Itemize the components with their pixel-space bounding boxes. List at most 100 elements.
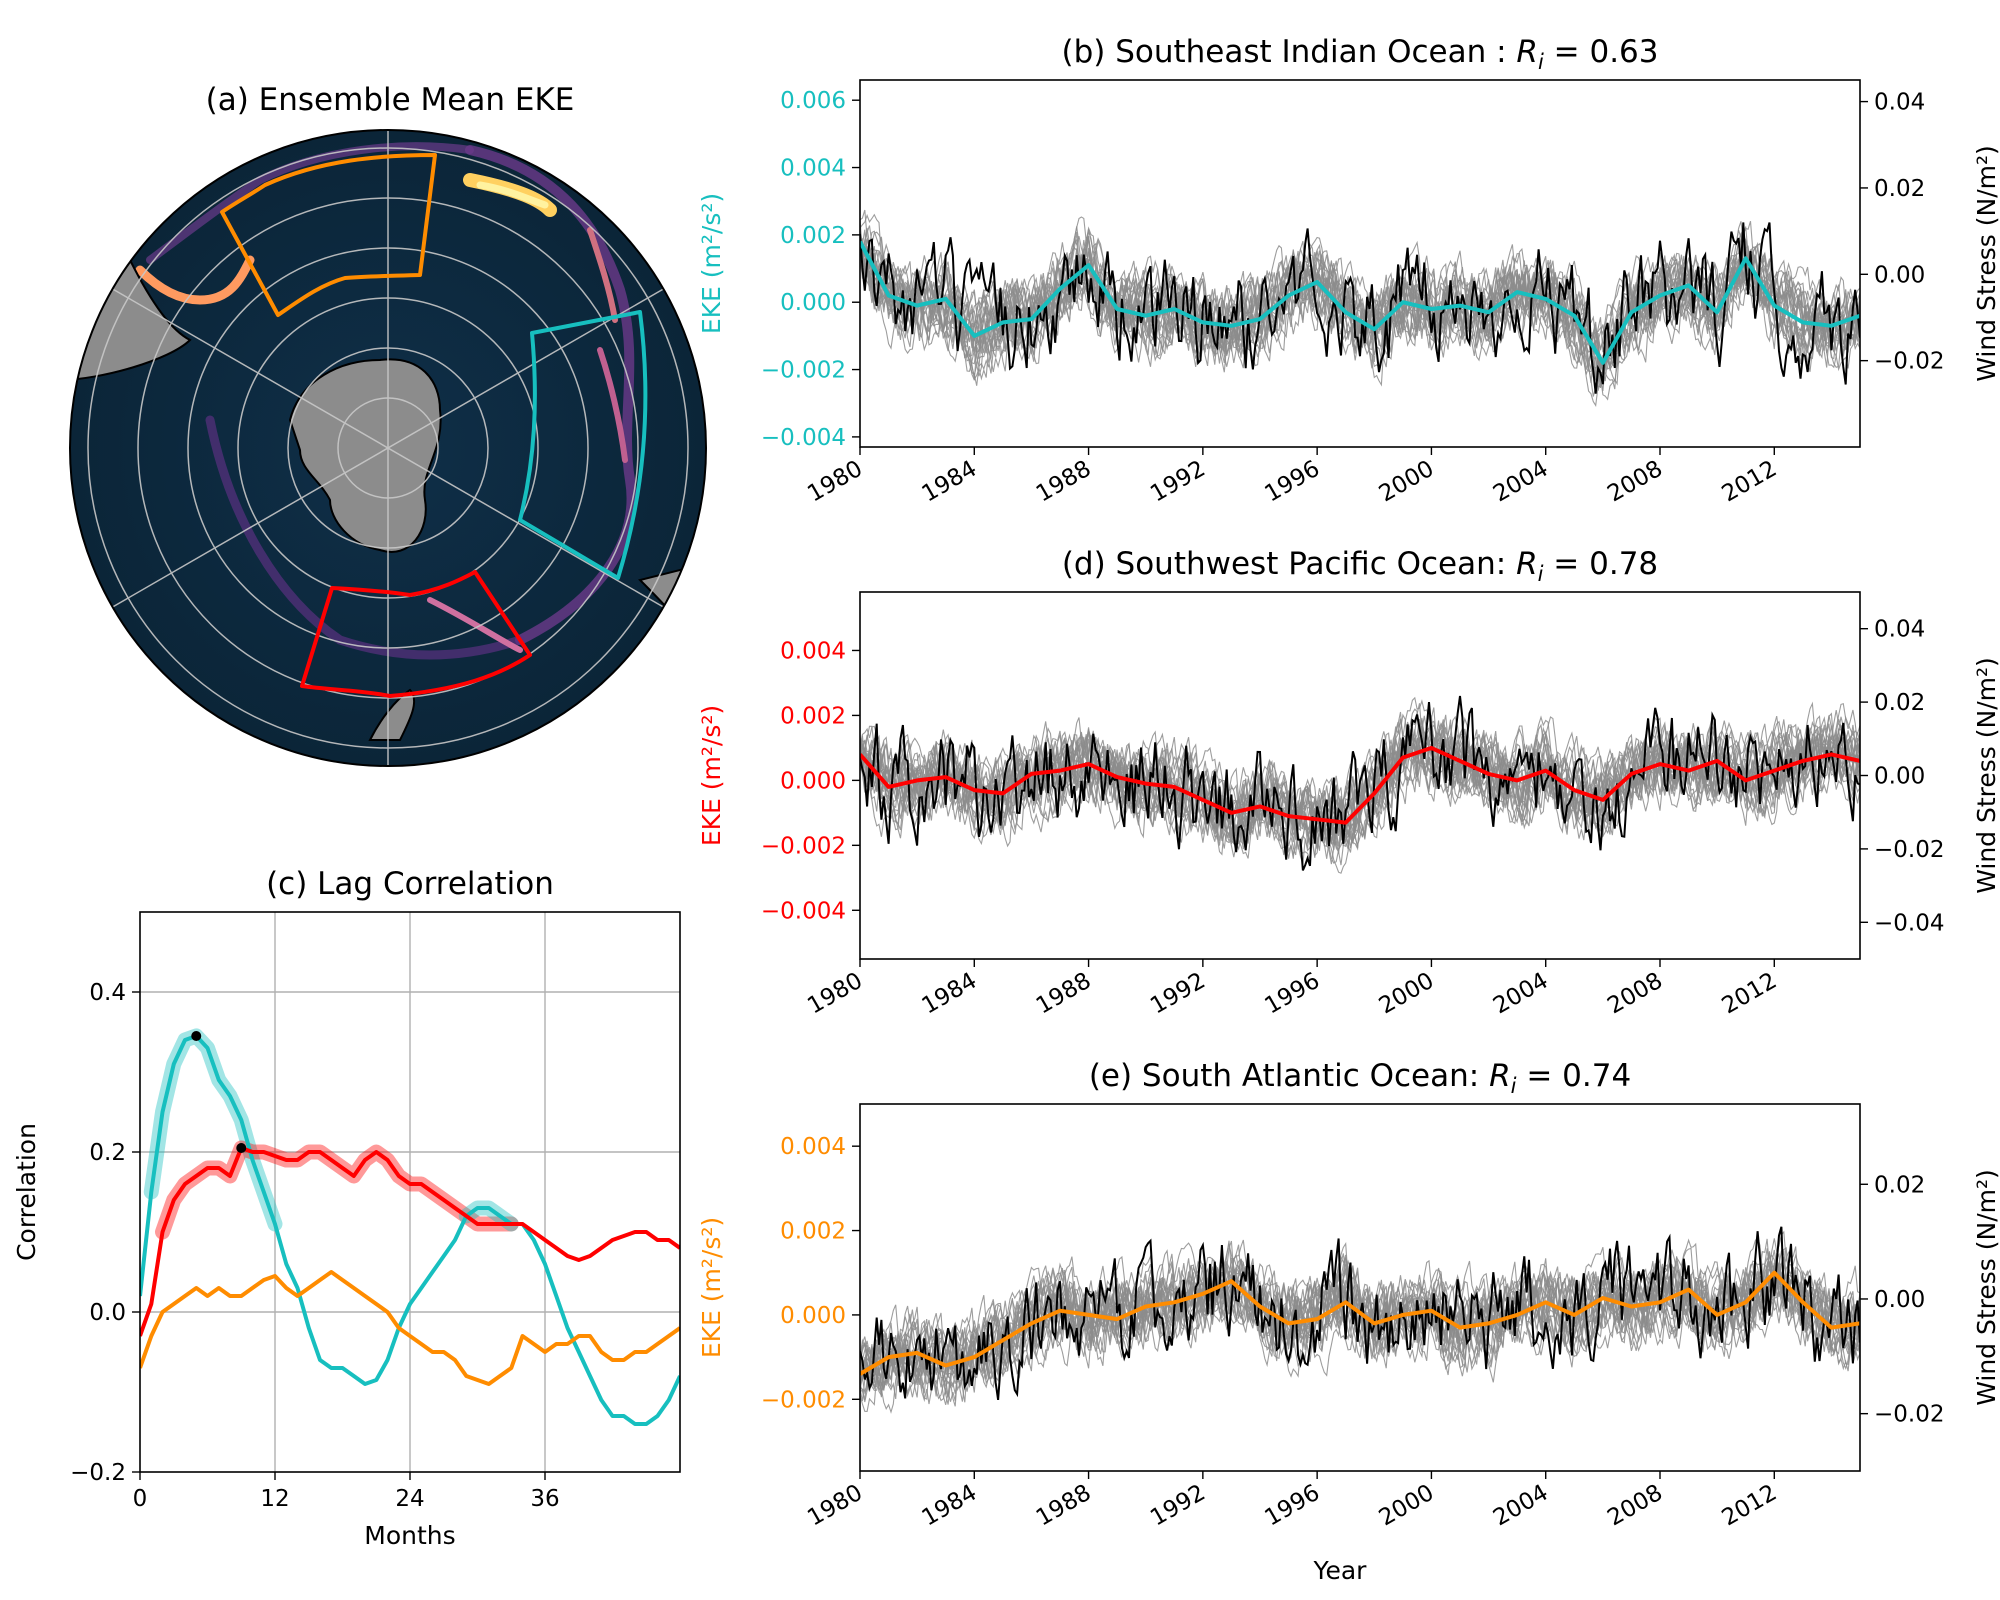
wind-stress-line <box>860 222 1860 394</box>
y-tick-label: −0.002 <box>761 833 846 859</box>
r-value: = 0.78 <box>1543 546 1658 582</box>
y-tick-label: 0.000 <box>780 1303 846 1329</box>
x-tick-label: 1988 <box>1032 968 1096 1020</box>
y-tick-label: 0.004 <box>780 156 846 182</box>
x-tick-label: 2000 <box>1375 456 1439 508</box>
r-symbol: R <box>1489 1058 1511 1094</box>
axes-frame <box>859 1103 1861 1472</box>
y-axis-label: EKE (m²/s²) <box>697 193 726 334</box>
x-tick-label: 2004 <box>1489 1480 1553 1532</box>
y-tick-label: 0.002 <box>780 1219 846 1245</box>
y-right-tick-label: 0.02 <box>1874 1172 1925 1198</box>
pacific-box <box>300 570 532 698</box>
x-tick-label: 1996 <box>1260 968 1324 1020</box>
y-tick-label: 0.4 <box>89 980 126 1006</box>
correlation-line <box>140 1270 680 1386</box>
x-tick-label: 1992 <box>1146 1480 1210 1532</box>
y-tick-label: −0.2 <box>70 1460 126 1486</box>
wind-stress-line <box>860 695 1860 871</box>
y-tick-label: 0.004 <box>780 1134 846 1160</box>
y-right-tick-label: −0.02 <box>1874 349 1944 375</box>
x-axis-label: Year <box>1313 1556 1368 1585</box>
y-right-tick-label: 0.02 <box>1874 176 1925 202</box>
x-tick-label: 2012 <box>1718 968 1782 1020</box>
panel-d-title: (d) Southwest Pacific Ocean: Ri = 0.78 <box>1062 546 1658 586</box>
y-axis-label: Correlation <box>12 1123 41 1261</box>
correlation-line <box>140 1034 680 1426</box>
r-value: = 0.63 <box>1544 34 1659 70</box>
x-tick-label: 2004 <box>1489 456 1553 508</box>
plot-area <box>860 695 1860 874</box>
map-grid <box>87 130 689 766</box>
panel-a-map: (a) Ensemble Mean EKE <box>69 82 707 767</box>
map-boundary <box>69 129 707 767</box>
y-right-tick-label: 0.02 <box>1874 690 1925 716</box>
y-right-tick-label: −0.02 <box>1874 837 1944 863</box>
y-tick-label: −0.004 <box>761 898 846 924</box>
title-text: (e) South Atlantic Ocean: <box>1089 1058 1489 1094</box>
ensemble-line <box>860 1254 1860 1395</box>
peak-marker <box>236 1143 247 1153</box>
y-tick-label: 0.002 <box>780 703 846 729</box>
x-tick-label: 2008 <box>1603 1480 1667 1532</box>
ensemble-line <box>860 707 1860 845</box>
x-tick-label: 1992 <box>1146 968 1210 1020</box>
axes-frame <box>859 79 1861 448</box>
peak-marker <box>191 1031 202 1041</box>
panel-a-title: (a) Ensemble Mean EKE <box>206 82 575 118</box>
y-right-tick-label: −0.02 <box>1874 1402 1944 1428</box>
x-tick-label: 2000 <box>1375 968 1439 1020</box>
new-zealand <box>368 688 416 741</box>
ensemble-line <box>860 1242 1860 1391</box>
eke-mean-line <box>860 745 1860 825</box>
x-tick-label: 1996 <box>1260 456 1324 508</box>
panel-c-title: (c) Lag Correlation <box>266 866 554 902</box>
y-tick-label: 0.004 <box>780 638 846 664</box>
r-symbol: R <box>1516 34 1538 70</box>
x-axis-label: Months <box>364 1521 455 1550</box>
y-tick-label: 0.000 <box>780 768 846 794</box>
x-tick-label: 1980 <box>803 456 867 508</box>
r-subscript: i <box>1511 1074 1517 1098</box>
indian-box <box>518 310 648 580</box>
y-tick-label: −0.004 <box>761 425 846 451</box>
y-right-tick-label: 0.04 <box>1874 617 1925 643</box>
antarctica <box>288 358 442 553</box>
x-tick-label: 2004 <box>1489 968 1553 1020</box>
x-tick-label: 1984 <box>918 456 982 508</box>
eke-mean-line <box>860 1270 1860 1376</box>
panel-b-title: (b) Southeast Indian Ocean : Ri = 0.63 <box>1061 34 1658 74</box>
r-subscript: i <box>1538 562 1544 586</box>
y-right-tick-label: 0.00 <box>1874 764 1925 790</box>
y-tick-label: 0.0 <box>89 1300 126 1326</box>
y-axis-label: EKE (m²/s²) <box>697 705 726 846</box>
r-value: = 0.74 <box>1516 1058 1631 1094</box>
y-tick-label: 0.006 <box>780 88 846 114</box>
x-tick-label: 1988 <box>1032 1480 1096 1532</box>
x-tick-label: 1992 <box>1146 456 1210 508</box>
title-text: (d) Southwest Pacific Ocean: <box>1062 546 1516 582</box>
panel-e-title: (e) South Atlantic Ocean: Ri = 0.74 <box>1089 1058 1631 1098</box>
y-right-axis-label: Wind Stress (N/m²) <box>1972 657 2000 894</box>
y-right-axis-label: Wind Stress (N/m²) <box>1972 1169 2000 1406</box>
x-tick-label: 2000 <box>1375 1480 1439 1532</box>
y-right-tick-label: 0.00 <box>1874 262 1925 288</box>
eke-mean-line <box>860 240 1860 365</box>
x-tick-label: 24 <box>395 1486 424 1512</box>
plot-area <box>860 1226 1860 1414</box>
panel-b: (b) Southeast Indian Ocean : Ri = 0.63 −0… <box>697 34 2000 507</box>
y-tick-label: −0.002 <box>761 358 846 384</box>
title-text: (b) Southeast Indian Ocean : <box>1061 34 1516 70</box>
x-tick-label: 1984 <box>918 1480 982 1532</box>
plot-area <box>860 209 1860 407</box>
x-tick-label: 36 <box>530 1486 559 1512</box>
y-tick-label: 0.000 <box>780 290 846 316</box>
y-tick-label: 0.002 <box>780 223 846 249</box>
ensemble-line <box>860 715 1860 854</box>
x-tick-label: 12 <box>260 1486 289 1512</box>
x-tick-label: 0 <box>133 1486 148 1512</box>
x-tick-label: 1988 <box>1032 456 1096 508</box>
panel-c: (c) Lag Correlation 0 12 24 36 −0.2 0.0 0.2 0.4 M… <box>12 866 681 1550</box>
panel-e: (e) South Atlantic Ocean: Ri = 0.74 −0.00… <box>697 1058 2000 1585</box>
